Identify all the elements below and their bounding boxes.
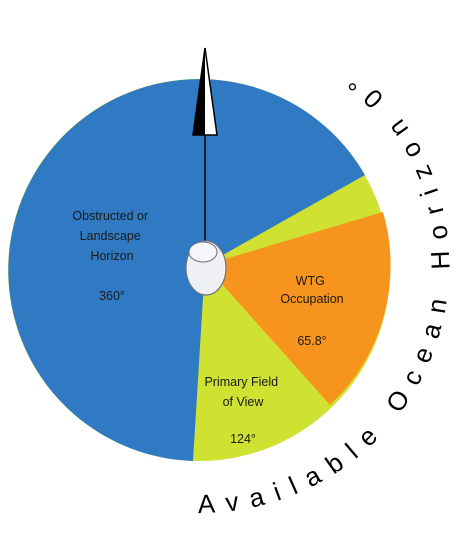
- title-line: Landscape: [80, 229, 141, 243]
- wtg-wedge: [205, 212, 391, 405]
- title-line: Obstructed or: [72, 209, 148, 223]
- segment-title: WTG Occupation: [280, 274, 343, 306]
- title-line: WTG: [296, 274, 325, 288]
- title-line: Primary Field: [204, 375, 278, 389]
- segment-angle: 124°: [230, 432, 256, 446]
- title-line: Occupation: [280, 292, 343, 306]
- bearing-label: 0°: [333, 60, 389, 114]
- title-line: of View: [223, 395, 265, 409]
- segment-angle: 360°: [99, 289, 125, 303]
- segment-angle: 65.8°: [297, 334, 326, 348]
- title-line: Horizon: [90, 249, 133, 263]
- viewer: [185, 240, 227, 296]
- segment-title: Obstructed or Landscape Horizon: [72, 209, 151, 263]
- segment-title: Primary Field of View: [204, 375, 281, 409]
- pointer-shade: [193, 48, 205, 135]
